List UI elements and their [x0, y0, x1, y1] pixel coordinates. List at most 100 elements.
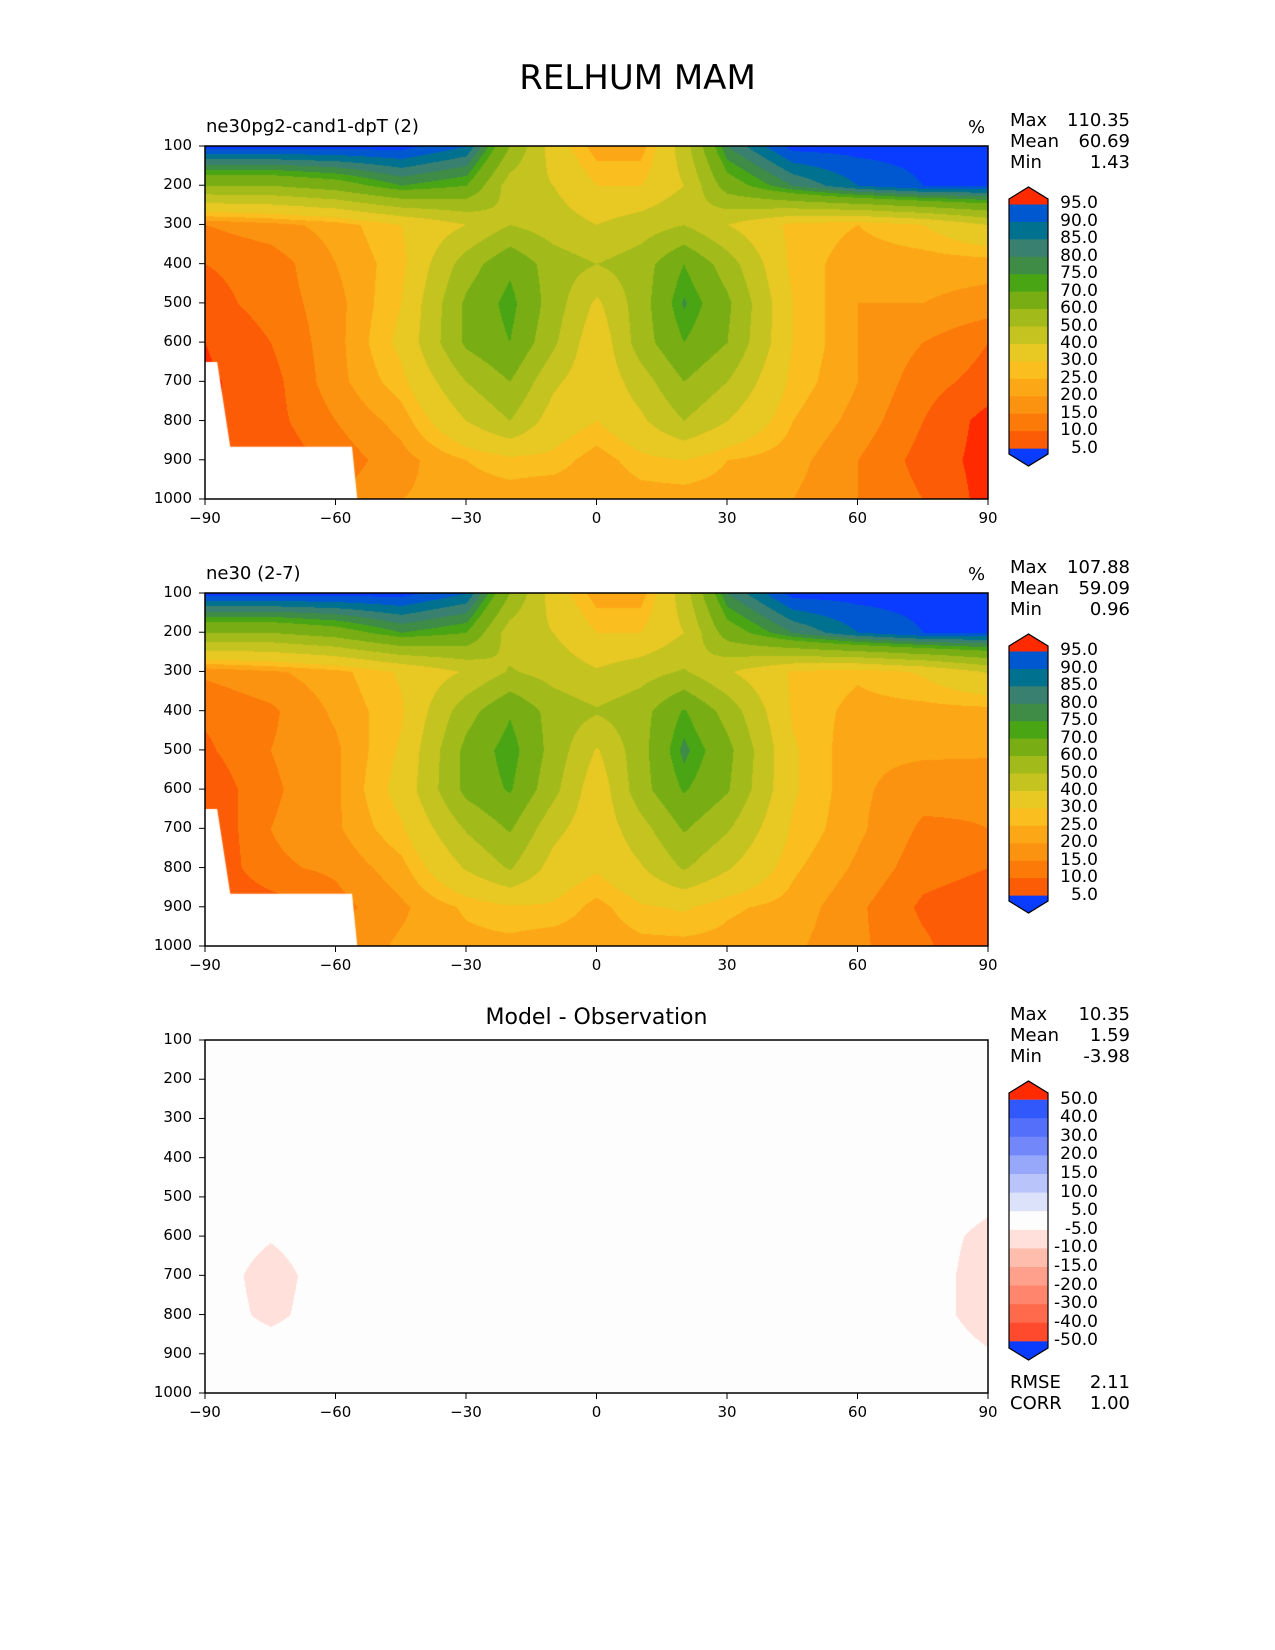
colorbar-segment — [1009, 1229, 1048, 1249]
stat-label: Max — [1010, 557, 1048, 578]
colorbar-tick-label: 30.0 — [1060, 1125, 1098, 1146]
x-tick-label: 30 — [717, 509, 737, 527]
metric-value: 1.00 — [1089, 1393, 1130, 1414]
y-tick-label: 800 — [163, 1304, 192, 1323]
y-tick-label: 100 — [163, 136, 192, 154]
colorbar-extend-arrow — [1009, 187, 1048, 205]
y-tick-label: 300 — [163, 1108, 192, 1127]
colorbar-tick-label: 25.0 — [1060, 367, 1098, 388]
colorbar-extend-arrow — [1009, 448, 1048, 466]
colorbar-tick-label: 70.0 — [1060, 727, 1098, 748]
panel-title: Model - Observation — [485, 1005, 708, 1030]
colorbar-segment — [1009, 239, 1048, 258]
y-tick-label: 200 — [163, 175, 192, 194]
panel-2: −90 −60 −30 0 30 60 90 100 200 300 400 500 600 700 800… — [0, 0, 1275, 974]
x-tick-label: −30 — [450, 1403, 482, 1421]
colorbar-tick-label: 5.0 — [1070, 437, 1098, 458]
colorbar-tick-label: 30.0 — [1060, 797, 1098, 818]
stat-label: Min — [1010, 599, 1042, 620]
x-tick-label: −30 — [450, 956, 482, 974]
colorbar-tick-label: 25.0 — [1060, 814, 1098, 835]
colorbar-tick-label: 15.0 — [1060, 849, 1098, 870]
colorbar-tick-label: 20.0 — [1060, 1144, 1098, 1165]
x-tick-label: 90 — [978, 956, 998, 974]
stat-label: Mean — [1010, 1025, 1060, 1046]
colorbar-segment — [1009, 825, 1048, 844]
colorbar-extend-arrow — [1009, 1341, 1048, 1360]
plot-frame — [204, 1039, 989, 1394]
panel-title: ne30pg2-cand1-dpT (2) — [206, 116, 419, 137]
colorbar-segment — [1009, 703, 1048, 722]
y-tick-label: 500 — [163, 1186, 192, 1205]
stat-value: 110.35 — [1067, 110, 1130, 131]
colorbar-segment — [1009, 1211, 1048, 1231]
colorbar-outline — [1008, 1080, 1049, 1361]
x-tick-label: 90 — [978, 1403, 998, 1421]
stat-label: Max — [1010, 110, 1048, 131]
colorbar-tick-label: 15.0 — [1060, 1163, 1098, 1183]
stat-label: Mean — [1010, 131, 1060, 152]
y-tick-label: 700 — [163, 818, 192, 837]
y-tick-label: 100 — [163, 1030, 192, 1048]
colorbar-segment — [1009, 651, 1048, 670]
y-tick-label: 700 — [163, 371, 192, 390]
colorbar-segment — [1009, 860, 1048, 879]
colorbar-segment — [1009, 1267, 1048, 1287]
colorbar-segment — [1009, 756, 1048, 774]
colorbar-segment — [1009, 378, 1048, 397]
colorbar-segment — [1009, 721, 1048, 740]
colorbar-extend-arrow — [1009, 1081, 1048, 1100]
x-tick-label: 0 — [591, 509, 602, 527]
x-tick-label: −90 — [189, 1403, 221, 1421]
colorbar-segment — [1009, 413, 1048, 432]
y-tick-label: 1000 — [153, 936, 192, 954]
y-tick-label: 900 — [163, 896, 192, 915]
x-tick-label: −60 — [319, 1403, 352, 1421]
colorbar-tick-label: -5.0 — [1064, 1218, 1098, 1239]
y-tick-label: 600 — [163, 779, 192, 798]
y-tick-label: 1000 — [153, 1383, 192, 1401]
x-tick-label: 90 — [978, 509, 998, 527]
y-tick-label: 900 — [163, 449, 192, 468]
colorbar-segment — [1009, 1155, 1048, 1175]
colorbar-segment — [1009, 326, 1048, 345]
x-tick-label: 0 — [591, 1403, 602, 1421]
metric-label: RMSE — [1010, 1372, 1061, 1393]
y-tick-label: 400 — [163, 1147, 192, 1166]
units-label: % — [968, 117, 986, 138]
stat-value: 10.35 — [1078, 1004, 1130, 1025]
x-tick-label: 60 — [847, 1403, 868, 1421]
colorbar-tick-label: 50.0 — [1060, 1088, 1098, 1109]
colorbar-tick-label: -15.0 — [1054, 1256, 1098, 1276]
colorbar-segment — [1009, 668, 1048, 687]
contour-field — [205, 1040, 988, 1393]
y-tick-label: 200 — [163, 622, 192, 641]
colorbar-segment — [1009, 291, 1048, 310]
colorbar-tick-label: 80.0 — [1060, 245, 1098, 266]
stat-value: 0.96 — [1089, 599, 1130, 620]
colorbar-tick-label: 30.0 — [1060, 350, 1098, 371]
x-tick-label: 60 — [847, 956, 868, 974]
y-tick-label: 500 — [163, 292, 192, 311]
panel-1: −90 −60 −30 0 30 60 90 100 200 300 400 500 600 700 800… — [0, 0, 1275, 527]
y-tick-label: 900 — [163, 1343, 192, 1362]
y-tick-label: 200 — [163, 1069, 192, 1088]
y-tick-label: 100 — [163, 583, 192, 601]
colorbar-tick-label: -10.0 — [1054, 1237, 1098, 1258]
x-tick-label: 30 — [717, 1403, 737, 1421]
contour-field — [205, 593, 988, 946]
colorbar-tick-label: 95.0 — [1060, 640, 1098, 661]
metric-label: CORR — [1010, 1393, 1062, 1414]
x-tick-label: −60 — [319, 956, 352, 974]
colorbar-segment — [1009, 204, 1048, 223]
colorbar-tick-label: 40.0 — [1060, 779, 1098, 800]
metric-value: 2.11 — [1089, 1372, 1130, 1393]
colorbar-tick-label: 10.0 — [1060, 420, 1098, 441]
units-label: % — [968, 564, 986, 585]
colorbar-segment — [1009, 1099, 1048, 1119]
colorbar-segment — [1009, 1118, 1048, 1138]
colorbar-tick-label: 5.0 — [1070, 884, 1098, 905]
colorbar-segment — [1009, 843, 1048, 862]
